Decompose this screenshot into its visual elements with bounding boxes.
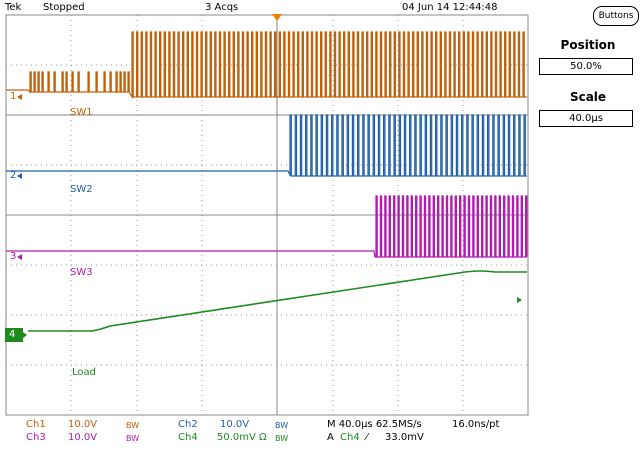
trigger-source: Ch4: [340, 432, 360, 443]
ch2-ground-marker: [17, 173, 22, 179]
sw3-label: SW3: [70, 267, 93, 278]
ch3-bw-icon: BW: [126, 434, 140, 443]
ch4-scale: 50.0mV: [217, 432, 256, 443]
brand-label: Tek: [5, 2, 22, 13]
ch3-marker-number: 3: [10, 251, 17, 262]
ch3-readout-label: Ch3: [26, 432, 46, 443]
scale-label: Scale: [569, 90, 607, 104]
ch4-waveform: [28, 270, 527, 332]
ch2-waveform: [6, 114, 527, 177]
trigger-level: 33.0mV: [385, 432, 424, 443]
trigger-prefix: A: [327, 432, 334, 443]
date-time: 04 Jun 14 12:44:48: [402, 2, 498, 13]
ch2-scale: 10.0V: [220, 419, 250, 430]
ch4-bw-icon: BW: [275, 434, 289, 443]
ch1-scale: 10.0V: [68, 419, 98, 430]
ch2-marker-number: 2: [10, 170, 17, 181]
trigger-level-marker: [517, 297, 522, 303]
scale-value[interactable]: 40.0µs: [539, 110, 633, 127]
ch1-marker-number: 1: [10, 91, 17, 102]
ch4-impedance-icon: Ω: [259, 432, 267, 443]
trigger-position-marker: [272, 14, 282, 21]
sw1-label: SW1: [70, 107, 93, 118]
trigger-slope-icon: ⁄: [366, 432, 368, 443]
ch4-marker-number: 4: [9, 329, 16, 340]
ch3-scale: 10.0V: [68, 432, 98, 443]
ch3-waveform: [6, 195, 528, 258]
ch1-waveform: [6, 31, 527, 100]
sw2-label: SW2: [70, 184, 93, 195]
run-state: Stopped: [43, 2, 85, 13]
ch1-ground-marker: [17, 94, 22, 100]
acquisition-count: 3 Acqs: [205, 2, 239, 13]
load-label: Load: [72, 367, 96, 378]
ch2-bw-icon: BW: [275, 421, 289, 430]
ch4-ground-marker: [5, 328, 27, 342]
timebase-readout: M 40.0µs 62.5MS/s: [327, 419, 422, 430]
buttons-button[interactable]: Buttons: [593, 6, 639, 26]
resolution-readout: 16.0ns/pt: [452, 419, 500, 430]
position-label: Position: [560, 38, 616, 52]
ch4-readout-label: Ch4: [178, 432, 198, 443]
ch1-readout-label: Ch1: [26, 419, 46, 430]
ch2-readout-label: Ch2: [178, 419, 198, 430]
ch3-ground-marker: [17, 254, 22, 260]
ch1-bw-icon: BW: [126, 421, 140, 430]
position-value[interactable]: 50.0%: [539, 58, 633, 75]
